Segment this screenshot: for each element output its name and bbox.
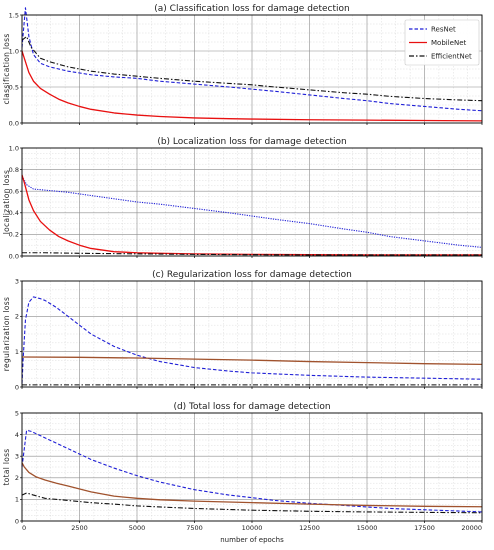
series-line-efficientnet — [21, 36, 483, 102]
panel-2: 0.0 0.2 0.4 0.6 0.8 1.0 (b) Localization loss … — [2, 137, 483, 260]
y-tick-label: 0.2 — [9, 231, 19, 239]
series-line-resnet — [21, 175, 483, 248]
legend-box — [404, 19, 480, 66]
plot-frame — [21, 14, 483, 124]
series-line-efficientnet — [22, 252, 482, 256]
panel-4: 0 1 2 3 4 5 0 2500 5000 7500 10000 12500 15000 17500 2… — [2, 402, 483, 544]
y-tick-label: 0.0 — [9, 252, 19, 260]
panel-title: (c) Regularization loss for damage detec… — [152, 270, 352, 280]
legend: ResNet MobileNet EfficientNet — [404, 19, 480, 66]
x-tick-label: 15000 — [357, 524, 378, 532]
y-tick-label: 0.5 — [9, 83, 19, 91]
x-tick-label: 20000 — [461, 524, 482, 532]
y-axis-label: localization loss — [2, 170, 11, 234]
panel-title: (b) Localization loss for damage detecti… — [157, 137, 346, 147]
y-tick-label: 0.4 — [9, 209, 19, 217]
x-tick-label: 0 — [22, 524, 26, 532]
plot-frame — [21, 147, 483, 257]
x-tick-label: 2500 — [71, 524, 88, 532]
series-line-mobilenet — [21, 50, 483, 122]
y-tick-label: 2 — [15, 474, 19, 482]
y-tick-label: 1 — [15, 348, 19, 356]
series-line-mobilenet — [21, 356, 483, 366]
y-tick-label: 0.6 — [9, 188, 19, 196]
y-tick-label: 3 — [15, 277, 19, 285]
y-tick-label: 1.0 — [9, 144, 19, 152]
y-tick-label: 0 — [15, 383, 19, 391]
panel-title: (d) Total loss for damage detection — [173, 402, 330, 412]
x-tick-label: 12500 — [299, 524, 320, 532]
panel-title: (a) Classification loss for damage detec… — [154, 4, 349, 14]
y-tick-label: 2 — [15, 313, 19, 321]
y-tick-label: 3 — [15, 453, 19, 461]
y-tick-label: 1.5 — [9, 11, 19, 19]
y-tick-label: 1.0 — [9, 47, 19, 55]
x-axis-label: number of epochs — [220, 536, 284, 544]
y-tick-label: 0 — [15, 517, 19, 525]
y-tick-label: 5 — [15, 409, 19, 417]
y-tick-label: 0.8 — [9, 166, 19, 174]
plot-frame — [21, 412, 483, 522]
series-line-efficientnet — [21, 492, 483, 514]
legend-entry: ResNet — [431, 25, 456, 33]
x-tick-label: 10000 — [242, 524, 263, 532]
legend-entry: EfficientNet — [431, 52, 472, 60]
x-tick-label: 5000 — [129, 524, 146, 532]
y-tick-label: 1 — [15, 496, 19, 504]
panel-3: 0 1 2 3 (c) Regularization loss for damage d… — [2, 270, 483, 391]
plot-frame — [21, 280, 483, 388]
x-tick-label: 7500 — [186, 524, 203, 532]
y-axis-label: total loss — [2, 448, 11, 485]
panel-1: 0.0 0.5 1.0 1.5 (a) Classification loss for … — [2, 4, 483, 127]
series-line-resnet — [21, 7, 483, 112]
y-axis-label: classification loss — [2, 33, 11, 104]
y-tick-label: 0.0 — [9, 119, 19, 127]
series-line-resnet — [21, 429, 483, 513]
y-axis-label: regularization loss — [2, 297, 11, 371]
y-tick-label: 4 — [15, 431, 19, 439]
x-tick-label: 17500 — [414, 524, 435, 532]
series-line-mobilenet — [21, 462, 483, 508]
legend-entry: MobileNet — [431, 39, 467, 47]
series-line-resnet — [21, 296, 483, 384]
